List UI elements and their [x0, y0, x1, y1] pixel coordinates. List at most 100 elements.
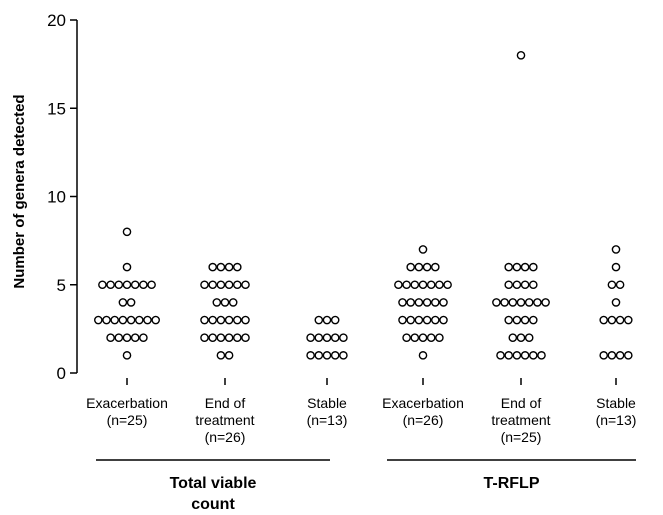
data-point	[406, 315, 416, 325]
data-point	[410, 333, 420, 343]
data-point	[126, 298, 136, 307]
data-point	[228, 298, 238, 307]
data-point	[110, 315, 119, 325]
data-point	[435, 280, 444, 290]
y-tick-label: 0	[57, 364, 66, 383]
data-point	[139, 333, 148, 343]
data-point	[330, 351, 340, 360]
data-point	[220, 298, 230, 307]
y-tick-label: 20	[47, 11, 66, 30]
data-point	[529, 262, 538, 272]
data-point	[216, 280, 226, 290]
data-point	[208, 315, 217, 325]
data-point	[443, 280, 452, 290]
data-point	[516, 333, 526, 343]
data-point	[122, 351, 132, 360]
data-point	[529, 315, 538, 325]
data-point	[439, 298, 448, 307]
data-point	[439, 315, 448, 325]
data-point	[330, 315, 340, 325]
data-point	[147, 280, 156, 290]
data-point	[406, 262, 416, 272]
data-point	[512, 262, 522, 272]
data-point	[418, 280, 428, 290]
category-label: Stable (n=13)	[596, 395, 637, 428]
category-label: End of treatment (n=26)	[195, 395, 254, 445]
data-point	[232, 280, 242, 290]
data-point	[402, 333, 411, 343]
data-point	[224, 280, 234, 290]
data-point	[151, 315, 160, 325]
data-point	[122, 227, 132, 237]
data-point	[500, 298, 509, 307]
data-point	[599, 315, 609, 325]
data-point	[426, 333, 436, 343]
data-point	[496, 351, 505, 360]
data-point	[520, 262, 530, 272]
data-point	[422, 298, 432, 307]
group-label: T-RFLP	[484, 475, 540, 492]
data-point	[232, 315, 242, 325]
data-point	[314, 351, 324, 360]
data-point	[520, 351, 530, 360]
data-point	[106, 280, 115, 290]
data-point	[520, 315, 530, 325]
data-point	[241, 333, 250, 343]
data-point	[430, 298, 440, 307]
data-point	[615, 351, 625, 360]
data-point	[224, 333, 234, 343]
y-tick-label: 15	[47, 99, 66, 118]
data-point	[208, 280, 217, 290]
data-point	[130, 280, 140, 290]
data-point	[143, 315, 152, 325]
data-point	[607, 315, 617, 325]
data-point	[216, 315, 226, 325]
data-point	[118, 315, 128, 325]
data-point	[314, 315, 324, 325]
data-point	[322, 351, 332, 360]
data-point	[216, 351, 226, 360]
data-point	[134, 315, 144, 325]
data-point	[508, 333, 518, 343]
data-point	[322, 333, 332, 343]
data-point	[330, 333, 340, 343]
data-point	[607, 280, 617, 290]
data-point	[512, 315, 522, 325]
data-point	[216, 333, 226, 343]
data-point	[114, 280, 124, 290]
data-point	[524, 298, 534, 307]
data-point	[520, 280, 530, 290]
data-point	[130, 333, 140, 343]
data-point	[524, 333, 534, 343]
y-ticks: 0 5 10 15 20	[47, 11, 77, 383]
data-point	[208, 333, 217, 343]
data-point	[611, 262, 621, 272]
data-point	[615, 280, 625, 290]
group-label: Total viable count	[170, 475, 257, 513]
data-point	[122, 262, 132, 272]
data-point	[418, 333, 428, 343]
data-point	[492, 298, 501, 307]
data-points	[94, 51, 633, 360]
data-point	[224, 351, 234, 360]
data-point	[435, 333, 444, 343]
data-point	[516, 51, 526, 60]
y-axis-label: Number of genera detected	[11, 94, 28, 288]
data-point	[504, 280, 514, 290]
data-point	[122, 333, 132, 343]
data-point	[212, 298, 222, 307]
data-point	[306, 333, 315, 343]
data-point	[422, 262, 432, 272]
data-point	[232, 333, 242, 343]
data-point	[200, 280, 209, 290]
data-point	[611, 245, 621, 254]
data-point	[402, 280, 411, 290]
data-point	[414, 298, 424, 307]
data-point	[504, 315, 514, 325]
data-point	[114, 333, 124, 343]
data-point	[599, 351, 609, 360]
data-point	[208, 262, 217, 272]
data-point	[537, 351, 546, 360]
data-point	[216, 262, 226, 272]
category-label: Stable (n=13)	[307, 395, 348, 428]
